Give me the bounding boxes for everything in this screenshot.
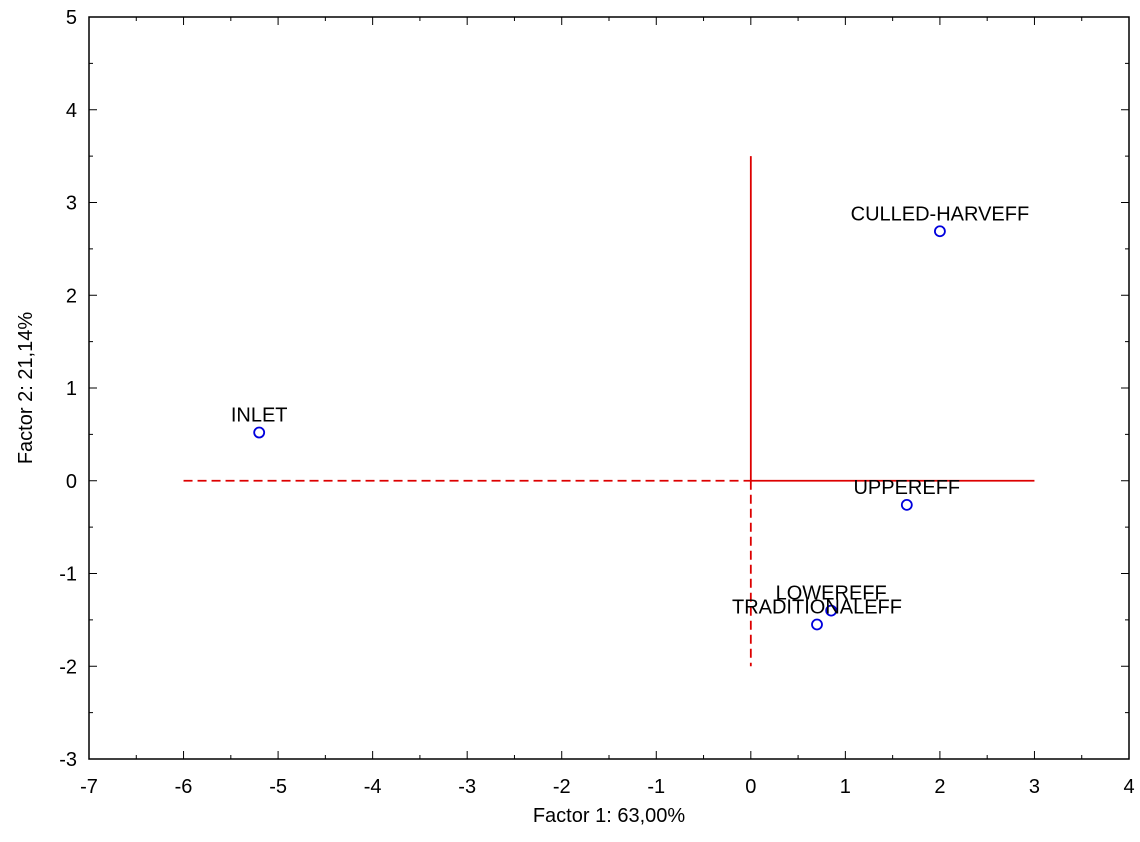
y-tick-label: -2 [59,656,77,678]
y-tick-label: -1 [59,564,77,586]
x-tick-label: -2 [553,776,571,798]
x-tick-label: 3 [1029,776,1040,798]
y-tick-label: 3 [66,193,77,215]
reference-lines [183,156,1035,667]
data-point [825,604,838,617]
y-tick-label: 1 [66,378,77,400]
x-tick-label: -7 [80,776,98,798]
x-tick-label: -4 [364,776,382,798]
y-tick-label: 2 [66,285,77,307]
x-tick-label: 1 [840,776,851,798]
data-point-label: UPPEREFF [853,477,960,499]
y-tick-label: 5 [66,7,77,29]
data-point-label: LOWEREFF [776,583,887,605]
data-point [811,618,823,631]
x-tick-label: -3 [458,776,476,798]
x-tick-label: 2 [934,776,945,798]
data-point-label: TRADITIONALEFF [732,597,902,619]
x-tick-label: 4 [1123,776,1134,798]
data-points: INLET CULLED-HARVEFF UPPEREFF LOWEREFFTRADI… [231,203,1030,631]
y-axis-title: Factor 2: 21,14% [15,312,37,465]
x-axis-title: Factor 1: 63,00% [533,805,686,827]
y-tick-label: -3 [59,749,77,771]
data-point [934,225,946,238]
x-tick-label: -1 [647,776,665,798]
x-tick-label: -6 [175,776,193,798]
plot-frame [88,16,1130,760]
y-tick-label: 4 [66,100,77,122]
y-tick-label: 0 [66,471,77,493]
x-tick-label: 0 [745,776,756,798]
data-point [253,426,266,439]
x-tick-label: -5 [269,776,287,798]
data-point [900,498,913,511]
data-point-label: CULLED-HARVEFF [851,203,1030,225]
axis-ticks: -7 -6 -5 -4 -3 -2 -1 0 1 2 3 4 -3 -2 -1 0 1 2 3 4 5 [59,7,1134,798]
data-point-label: INLET [231,405,288,427]
